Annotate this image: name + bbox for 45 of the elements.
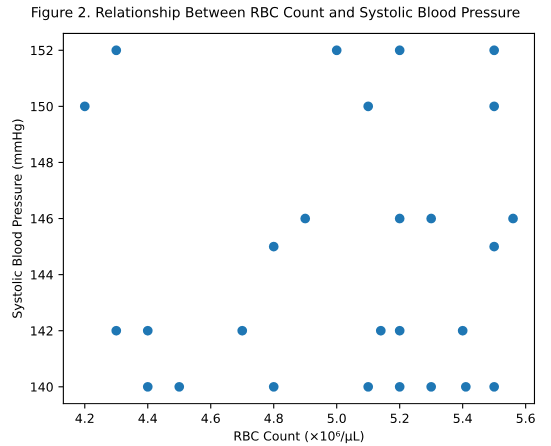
y-tick-label: 150 [31,102,53,112]
x-tick-label: 4.4 [138,414,157,423]
x-tick-label: 4.2 [75,414,94,423]
chart-title: Figure 2. Relationship Between RBC Count and Systolic Blood Pressure [32,6,520,20]
point [142,326,153,336]
point [142,382,153,392]
point [332,45,342,56]
y-axis-title: Systolic Blood Pressure (mmHg) [12,120,24,318]
y-tick-label: 144 [31,270,53,280]
x-axis-title: RBC Count (×10⁶/μL) [234,431,364,444]
point [426,382,436,392]
x-tick-label: 5.6 [516,414,535,424]
point [394,214,405,224]
point [237,326,248,336]
point [489,382,500,392]
x-tick-label: 5.2 [390,414,408,424]
x-tick-label: 5.4 [454,414,472,424]
y-tick-label: 146 [31,214,53,224]
y-tick-label: 148 [31,158,53,168]
point [489,242,500,252]
point [489,102,500,112]
point [458,326,468,336]
point [268,242,279,252]
y-tick-label: 152 [31,46,52,56]
point [111,45,122,56]
point [508,214,518,224]
point [489,45,500,56]
y-tick-label: 142 [31,326,52,336]
point [426,214,436,224]
y-tick-label: 140 [31,382,53,392]
point [268,382,279,392]
point [174,382,184,392]
x-tick-label: 4.6 [201,414,220,424]
point [394,382,405,392]
point [363,102,374,112]
point [394,45,405,56]
point [363,382,374,392]
point [394,326,405,336]
point [376,326,386,336]
x-tick-label: 4.8 [264,414,283,424]
point [111,326,122,336]
x-tick-label: 5.0 [328,414,346,424]
point [460,382,471,392]
point [300,214,310,224]
point [80,102,90,112]
